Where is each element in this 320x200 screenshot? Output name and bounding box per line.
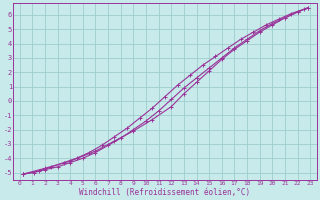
X-axis label: Windchill (Refroidissement éolien,°C): Windchill (Refroidissement éolien,°C): [79, 188, 251, 197]
